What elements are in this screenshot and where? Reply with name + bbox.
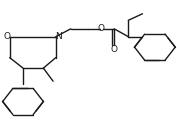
Text: N: N <box>56 32 62 41</box>
Text: O: O <box>111 45 118 54</box>
Text: O: O <box>3 32 10 41</box>
Text: O: O <box>97 24 104 33</box>
